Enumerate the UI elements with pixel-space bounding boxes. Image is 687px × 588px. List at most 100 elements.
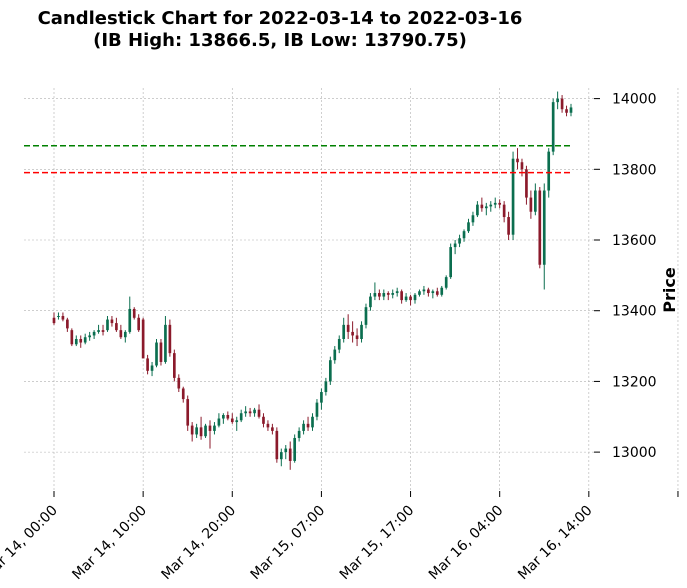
candle-body [266, 423, 270, 428]
y-tick-label: 13000 [612, 445, 657, 461]
candle-body [57, 316, 60, 318]
candle-body [88, 335, 91, 338]
candle-body [230, 418, 234, 423]
candle-body [195, 427, 198, 435]
candle-body [511, 158, 515, 235]
candle-body [217, 418, 221, 426]
candle-body [507, 217, 510, 235]
candle-body [199, 427, 203, 437]
candle-body [444, 277, 448, 288]
candle-body [168, 324, 172, 354]
candle-body [467, 222, 470, 232]
y-tick-label: 13200 [612, 374, 657, 390]
candle-body [226, 414, 230, 419]
candle-body [547, 151, 551, 191]
chart-title-line1: Candlestick Chart for 2022-03-14 to 2022… [37, 8, 523, 29]
candle-body [123, 331, 127, 338]
candle-body [320, 392, 323, 403]
candle-body [119, 330, 123, 338]
candle-body [181, 388, 185, 400]
candle-body [418, 291, 421, 295]
candle-body [222, 414, 225, 419]
candle-body [435, 291, 439, 295]
chart-title: Candlestick Chart for 2022-03-14 to 2022… [0, 8, 560, 52]
candle-body [453, 243, 457, 248]
y-axis-label: Price [660, 267, 679, 313]
reference-lines [24, 145, 571, 174]
candle-body [360, 324, 363, 339]
candle-body [293, 437, 297, 461]
candle-body [516, 158, 519, 163]
candle-body [253, 409, 256, 414]
candle-body [391, 293, 395, 295]
candle-body [346, 324, 350, 332]
candle-body [427, 289, 430, 294]
candle-body [208, 425, 212, 431]
candle-body [132, 308, 136, 318]
candle-body [288, 448, 292, 461]
candle-body [484, 206, 488, 209]
candle-body [520, 162, 524, 170]
x-tick-label: Mar 16, 14:00 [515, 503, 596, 584]
candle-body [333, 349, 337, 361]
candle-body [538, 190, 542, 265]
candle-body [471, 215, 475, 223]
candle-body [324, 381, 328, 393]
x-tick-label: Mar 15, 17:00 [337, 503, 418, 584]
candle-body [61, 316, 65, 320]
x-tick-label: Mar 15, 07:00 [248, 503, 329, 584]
candle-body [141, 319, 145, 359]
grid-lines [24, 88, 679, 491]
candle-body [239, 413, 243, 421]
candle-body [386, 293, 390, 295]
candle-body [400, 291, 403, 301]
candle-body [164, 324, 167, 362]
candle-body [159, 342, 163, 362]
candle-body [565, 109, 568, 113]
candle-body [502, 204, 506, 218]
x-tick-label: Mar 14, 00:00 [0, 503, 61, 584]
candle-body [97, 330, 100, 332]
candle-body [534, 190, 537, 212]
candle-body [302, 423, 305, 431]
y-axis: 13000 13200 13400 13600 13800 14000 [594, 92, 657, 461]
candle-body [128, 308, 132, 332]
candle-body [569, 107, 573, 113]
y-tick-label: 13800 [612, 162, 657, 178]
candle-body [284, 448, 288, 453]
candle-body [79, 338, 83, 343]
candle-body [257, 409, 261, 417]
candle-body [311, 416, 314, 428]
candle-body [262, 416, 265, 424]
candle-body [529, 197, 533, 212]
candle-body [190, 425, 194, 435]
y-tick-label: 14000 [612, 92, 657, 108]
candle-body [92, 331, 96, 336]
x-tick-label: Mar 16, 04:00 [426, 503, 507, 584]
candle-body [422, 289, 426, 292]
candle-body [498, 202, 502, 205]
candle-body [476, 204, 479, 216]
candles-group [52, 91, 573, 470]
candle-body [404, 296, 408, 301]
candle-body [395, 291, 399, 294]
candle-body [137, 317, 141, 331]
candle-body [355, 335, 359, 339]
candle-body [297, 430, 301, 438]
candle-body [364, 307, 368, 325]
chart-title-line2: (IB High: 13866.5, IB Low: 13790.75) [93, 30, 467, 51]
x-tick-label: Mar 14, 20:00 [159, 503, 240, 584]
candle-body [556, 98, 559, 103]
candle-body [213, 425, 216, 431]
candle-body [373, 293, 377, 297]
candle-body [542, 190, 546, 265]
candle-body [66, 319, 69, 329]
candle-body [52, 317, 56, 324]
candle-body [409, 296, 412, 301]
candle-body [489, 204, 493, 207]
candle-body [204, 425, 207, 437]
candle-body [458, 238, 461, 244]
candle-body [342, 324, 346, 339]
candle-body [440, 287, 444, 295]
